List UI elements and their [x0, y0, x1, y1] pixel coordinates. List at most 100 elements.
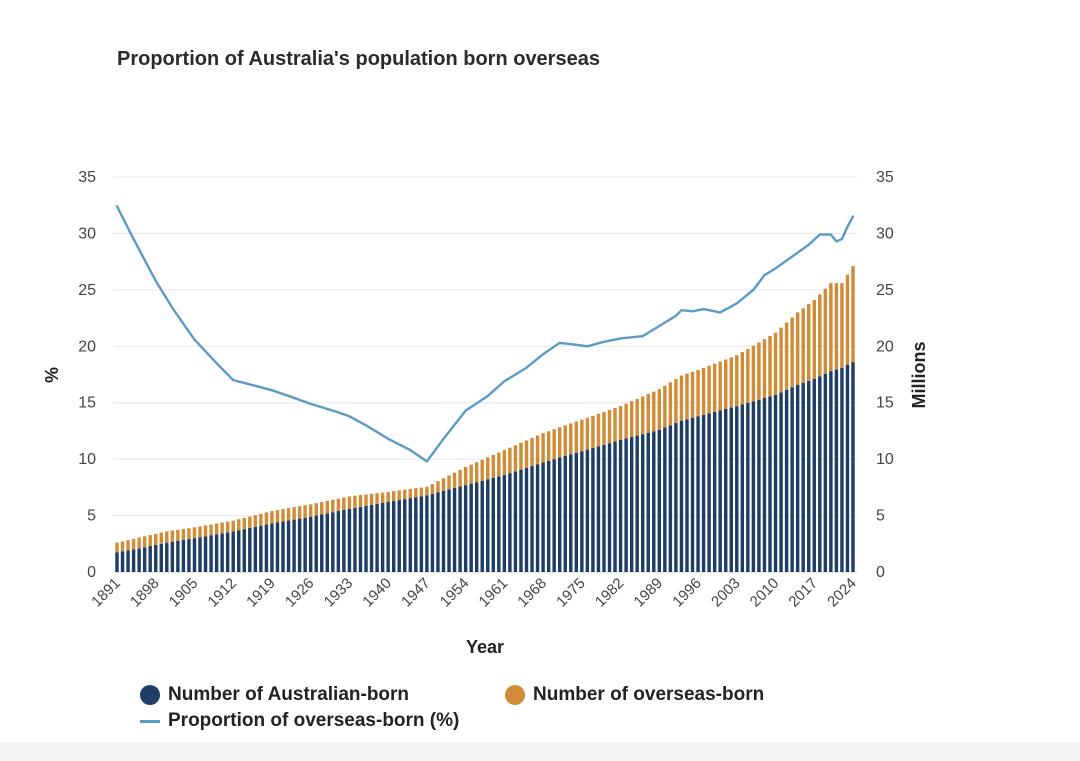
- bar-australian-born: [657, 429, 662, 572]
- bar-australian-born: [203, 536, 208, 572]
- bar-overseas-born: [724, 359, 728, 410]
- bar-australian-born: [397, 500, 401, 572]
- bar-overseas-born: [569, 423, 573, 455]
- bar-overseas-born: [834, 283, 839, 370]
- bar-overseas-born: [845, 274, 850, 365]
- bar-overseas-born: [735, 355, 739, 407]
- bar-overseas-born: [491, 454, 496, 478]
- bar-australian-born: [170, 541, 175, 572]
- bar-overseas-born: [248, 516, 252, 528]
- x-tick-label: 1898: [127, 575, 163, 611]
- bar-australian-born: [845, 364, 850, 572]
- bar-australian-born: [198, 537, 202, 572]
- bar-overseas-born: [823, 288, 828, 374]
- bar-australian-born: [148, 546, 152, 572]
- bar-australian-born: [690, 417, 695, 572]
- bar-overseas-born: [580, 419, 584, 452]
- bar-australian-born: [320, 514, 324, 572]
- bar-overseas-born: [563, 425, 567, 456]
- y-tick-label-right: 0: [876, 564, 885, 581]
- bar-overseas-born: [231, 520, 235, 532]
- bar-overseas-born: [159, 532, 163, 544]
- bar-overseas-born: [386, 491, 390, 503]
- bar-australian-born: [530, 466, 534, 572]
- bar-overseas-born: [707, 365, 711, 414]
- bar-overseas-born: [674, 379, 678, 424]
- bar-overseas-born: [502, 450, 507, 475]
- bar-australian-born: [369, 504, 374, 572]
- bar-australian-born: [851, 362, 855, 572]
- bar-australian-born: [248, 527, 252, 572]
- bar-australian-born: [641, 434, 645, 572]
- bar-overseas-born: [137, 537, 141, 549]
- bar-australian-born: [331, 512, 335, 572]
- bar-australian-born: [142, 547, 147, 572]
- bar-overseas-born: [303, 505, 307, 518]
- bar-overseas-born: [253, 515, 258, 527]
- bar-australian-born: [740, 404, 745, 572]
- bar-australian-born: [840, 367, 844, 572]
- bar-overseas-born: [790, 317, 794, 388]
- bar-australian-born: [585, 449, 590, 572]
- bar-overseas-born: [281, 509, 285, 522]
- bar-australian-born: [259, 525, 263, 572]
- bar-australian-born: [270, 523, 274, 572]
- bar-australian-born: [768, 396, 772, 572]
- bar-overseas-born: [391, 491, 396, 502]
- bar-overseas-born: [148, 535, 152, 547]
- bar-australian-born: [502, 474, 507, 572]
- proportion-line: [115, 205, 855, 463]
- bar-australian-born: [120, 551, 125, 572]
- bar-australian-born: [480, 480, 484, 572]
- bar-australian-born: [297, 518, 302, 572]
- bar-overseas-born: [120, 541, 125, 552]
- bar-overseas-born: [170, 530, 175, 542]
- bar-overseas-born: [552, 429, 556, 460]
- bar-overseas-born: [225, 521, 230, 533]
- y-tick-label-left: 5: [87, 508, 96, 525]
- bar-australian-born: [463, 485, 468, 572]
- legend-item-proportion: Proportion of overseas-born (%): [140, 710, 459, 732]
- bar-overseas-born: [220, 522, 224, 534]
- bar-australian-born: [795, 384, 800, 572]
- x-tick-label: 1989: [631, 575, 667, 611]
- bar-australian-born: [231, 531, 235, 572]
- bar-overseas-born: [480, 459, 484, 481]
- y-tick-label-left: 10: [78, 451, 96, 468]
- bar-overseas-born: [624, 403, 628, 439]
- x-axis-title: Year: [466, 637, 504, 657]
- bar-overseas-born: [308, 504, 313, 517]
- bar-overseas-born: [364, 494, 368, 506]
- bar-australian-born: [176, 540, 180, 572]
- bar-overseas-born: [851, 266, 855, 363]
- x-tick-label: 1982: [592, 575, 628, 611]
- bar-australian-born: [724, 409, 728, 572]
- bar-australian-born: [181, 539, 186, 572]
- bar-overseas-born: [546, 431, 551, 461]
- bar-australian-born: [607, 443, 612, 572]
- bar-australian-born: [624, 438, 628, 572]
- bar-australian-born: [679, 420, 684, 572]
- y-tick-label-left: 0: [87, 564, 96, 581]
- bar-australian-born: [292, 519, 296, 572]
- bar-overseas-born: [773, 332, 778, 395]
- bar-overseas-born: [214, 523, 219, 535]
- x-tick-label: 1912: [204, 575, 240, 611]
- bar-australian-born: [519, 469, 523, 572]
- x-tick-label: 1996: [669, 575, 705, 611]
- x-tick-label: 1905: [166, 575, 202, 611]
- bar-australian-born: [668, 425, 673, 572]
- bar-overseas-born: [596, 413, 601, 447]
- bar-overseas-born: [784, 322, 789, 390]
- bar-australian-born: [386, 502, 390, 572]
- x-tick-label: 1961: [476, 575, 512, 611]
- legend-label-overseas-born: Number of overseas-born: [533, 684, 765, 705]
- legend-label-australian-born: Number of Australian-born: [168, 684, 410, 705]
- bar-australian-born: [452, 487, 457, 572]
- bar-overseas-born: [696, 369, 700, 417]
- y-tick-label-left: 25: [78, 282, 96, 299]
- bar-overseas-born: [779, 327, 783, 393]
- bar-overseas-born: [762, 339, 767, 399]
- bar-australian-born: [524, 467, 529, 572]
